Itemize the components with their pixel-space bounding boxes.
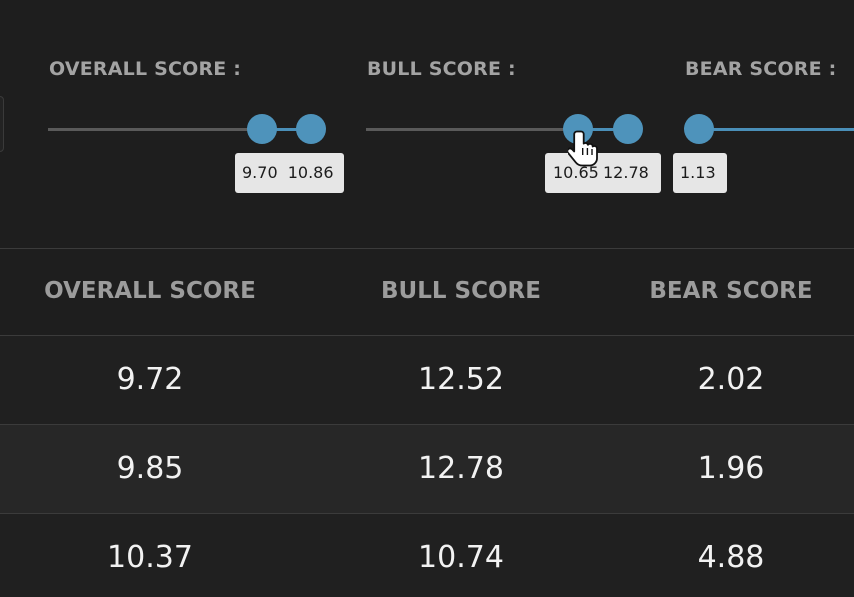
overall-score-max-handle[interactable] (296, 114, 326, 144)
table-row[interactable]: 9.72 12.52 2.02 (0, 336, 854, 424)
filters-divider (0, 248, 854, 249)
row-divider (0, 424, 854, 425)
bear-score-range-tooltip: 1.13 (673, 153, 727, 193)
overall-score-min-value: 9.70 (242, 163, 278, 182)
bear-score-filter-label: BEAR SCORE : (685, 58, 837, 80)
column-header-bull-score[interactable]: BULL SCORE (381, 278, 541, 304)
cell-bull-score: 10.74 (418, 540, 504, 575)
row-divider (0, 513, 854, 514)
bull-score-range-tooltip: 10.65 12.78 (545, 153, 661, 193)
overall-score-filter-label: OVERALL SCORE : (49, 58, 242, 80)
bull-score-slider-track[interactable] (366, 128, 628, 131)
cell-bull-score: 12.78 (418, 451, 504, 486)
bull-score-slider-range (578, 128, 628, 131)
overall-score-slider-range (262, 128, 312, 131)
cell-overall-score: 10.37 (107, 540, 193, 575)
bull-score-filter-label: BULL SCORE : (367, 58, 516, 80)
table-row[interactable]: 10.37 10.74 4.88 (0, 514, 854, 597)
cell-overall-score: 9.85 (116, 451, 184, 486)
bull-score-min-value: 10.65 (553, 163, 599, 182)
cell-bear-score: 1.96 (697, 451, 765, 486)
overall-score-max-value: 10.86 (287, 163, 334, 182)
cell-bear-score: 2.02 (697, 362, 765, 397)
bear-score-min-value: 1.13 (680, 163, 716, 182)
cell-bull-score: 12.52 (418, 362, 504, 397)
cell-bear-score: 4.88 (697, 540, 765, 575)
bear-score-min-handle[interactable] (684, 114, 714, 144)
overall-score-range-tooltip: 9.70 10.86 (235, 153, 344, 193)
overall-score-min-handle[interactable] (247, 114, 277, 144)
bull-score-max-handle[interactable] (613, 114, 643, 144)
collapsed-panel-edge[interactable] (0, 96, 4, 152)
column-header-overall-score[interactable]: OVERALL SCORE (44, 278, 256, 304)
bear-score-slider-range[interactable] (699, 128, 854, 131)
header-divider (0, 335, 854, 336)
hand-pointer-icon (568, 130, 598, 167)
cell-overall-score: 9.72 (116, 362, 184, 397)
overall-score-slider-track[interactable] (48, 128, 310, 131)
column-header-bear-score[interactable]: BEAR SCORE (649, 278, 813, 304)
bull-score-max-value: 12.78 (603, 163, 649, 182)
table-row[interactable]: 9.85 12.78 1.96 (0, 425, 854, 513)
